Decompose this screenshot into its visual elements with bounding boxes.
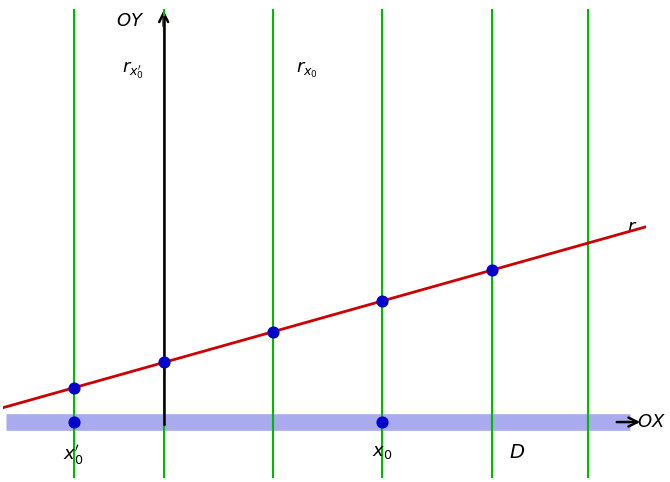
Point: [68, 418, 79, 426]
Text: $r$: $r$: [627, 218, 637, 236]
Point: [377, 418, 388, 426]
Point: [68, 384, 79, 392]
Point: [158, 359, 169, 366]
Text: $D$: $D$: [509, 443, 525, 463]
Point: [377, 297, 388, 305]
Text: $x_0$: $x_0$: [373, 443, 393, 461]
Text: $OY$: $OY$: [116, 13, 144, 30]
Point: [486, 266, 497, 274]
Point: [267, 328, 278, 335]
Text: $r_{x_0}$: $r_{x_0}$: [295, 60, 318, 80]
Text: $OX$: $OX$: [636, 413, 665, 431]
Text: $r_{x_0^{\prime}}$: $r_{x_0^{\prime}}$: [122, 60, 144, 81]
Text: $x_0'$: $x_0'$: [64, 443, 84, 468]
